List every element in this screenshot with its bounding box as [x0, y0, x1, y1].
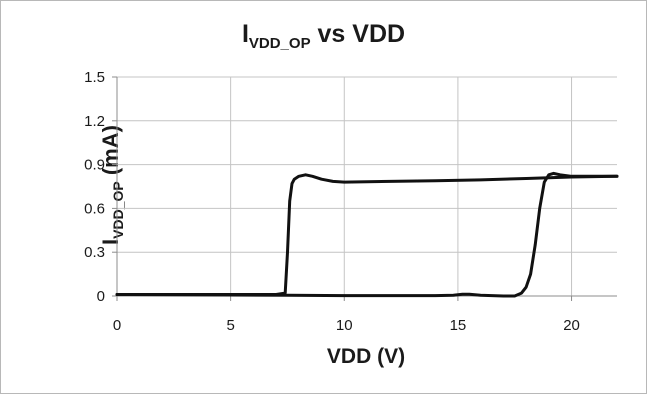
axes	[112, 76, 617, 301]
y-tick-label: 0.6	[84, 200, 105, 217]
y-tick-label: 1.2	[84, 113, 105, 130]
x-tick-label: 10	[336, 317, 353, 334]
title-main: I	[241, 20, 249, 48]
series-lines	[115, 171, 619, 298]
x-axis-label: VDD (V)	[326, 345, 406, 368]
gridlines	[117, 76, 617, 296]
title-subscript: VDD_OP	[248, 35, 311, 52]
y-tick-label: 0.9	[84, 157, 105, 174]
y-tick-label: 0	[97, 288, 105, 305]
y-tick-label: 0.3	[84, 244, 105, 261]
title-rest: vs VDD	[310, 20, 406, 48]
y-tick-label: 1.5	[84, 69, 105, 86]
tick-labels: 0 0.3 0.6 0.9 1.2 1.5 0 5 10 15 20	[84, 69, 580, 334]
series-line-1	[115, 173, 619, 296]
x-tick-label: 20	[563, 317, 580, 334]
x-tick-label: 5	[226, 317, 234, 334]
x-tick-label: 0	[113, 317, 121, 334]
series-line-2	[115, 171, 619, 298]
chart-title: IVDD_OP vs VDD	[0, 20, 647, 52]
x-tick-label: 15	[450, 317, 467, 334]
